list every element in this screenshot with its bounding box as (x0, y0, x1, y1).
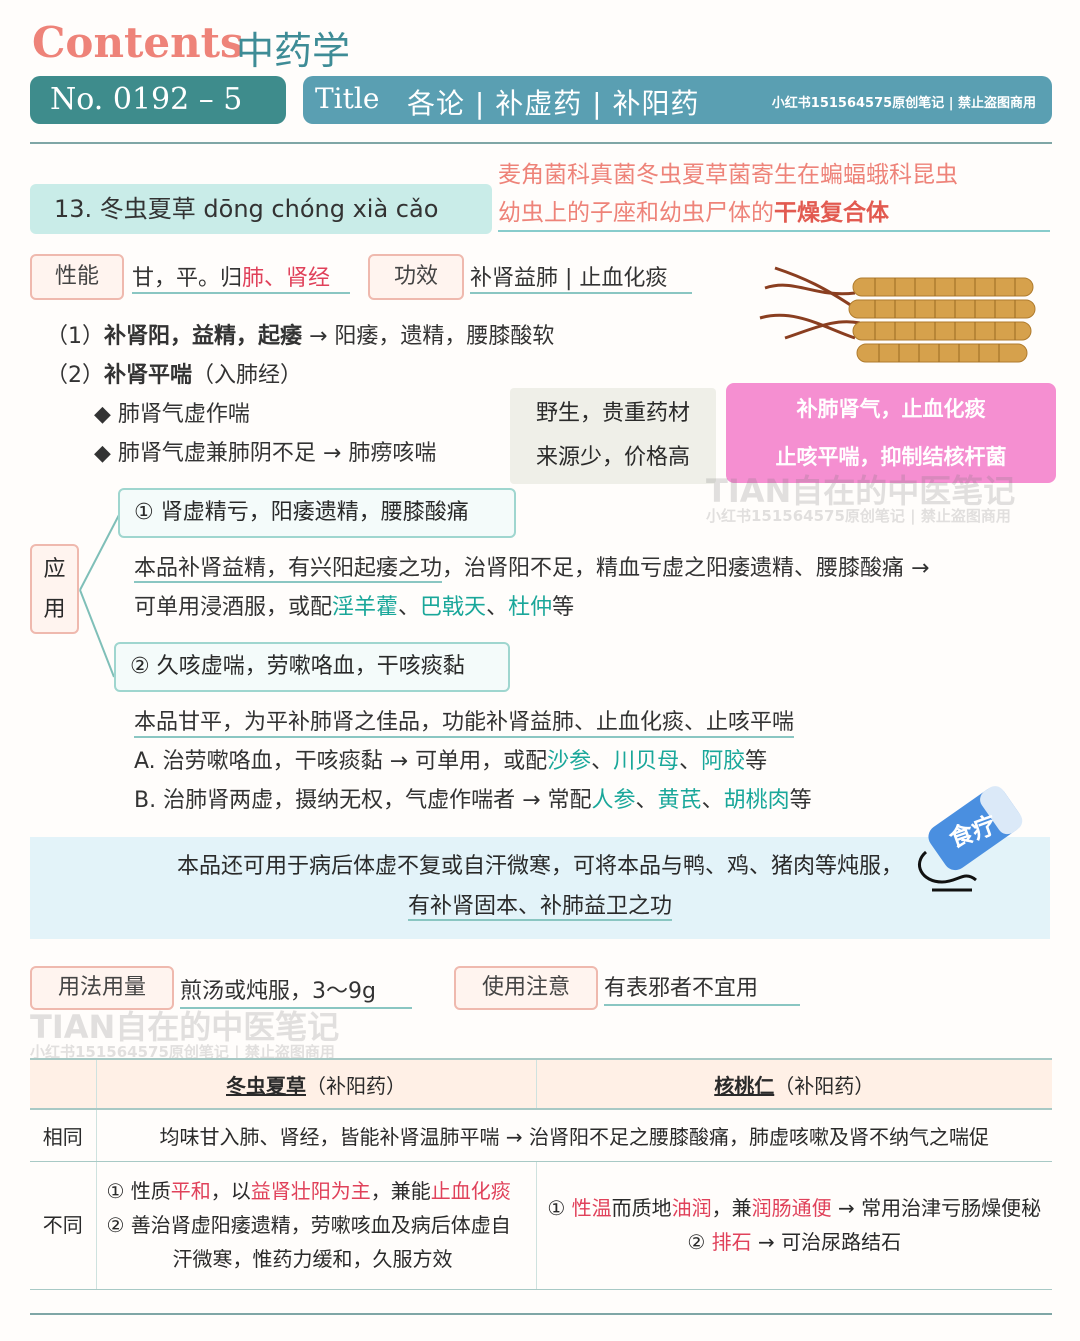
application-2-line-b: B. 治肺肾两虚，摄纳无权，气虚作喘者 → 常配人参、黄芪、胡桃肉等 (134, 788, 812, 813)
table-header-row: 冬虫夏草（补阳药） 核桃仁（补阳药） (30, 1058, 1052, 1110)
properties-label: 性能 (30, 254, 124, 300)
pharmacology-note-line-1: 补肺肾气，止血化痰 (796, 397, 986, 421)
effect-label: 功效 (368, 254, 464, 300)
footer-divider (30, 1313, 1052, 1315)
application-2-line-a: A. 治劳嗽咯血，干咳痰黏 → 可单用，或配沙参、川贝母、阿胶等 (134, 749, 768, 774)
caution-value: 有表邪者不宜用 (604, 970, 800, 1006)
action-2-bullet-1: ◆ 肺肾气虚作喘 (94, 402, 250, 427)
application-1-line-2: 可单用浸酒服，或配淫羊藿、巴戟天、杜仲等 (134, 595, 575, 620)
note-number-badge: No. 0192 – 5 (30, 76, 286, 124)
column-header-1: 冬虫夏草（补阳药） (96, 1058, 537, 1110)
pharmacology-note-box: 补肺肾气，止血化痰 止咳平喘，抑制结核杆菌 (726, 383, 1056, 483)
action-2: （2）补肾平喘（入肺经） (46, 363, 303, 388)
row-label-diff: 不同 (30, 1161, 97, 1290)
source-note-line-2: 来源少，价格高 (535, 445, 690, 470)
usage-value: 煎汤或炖服，3～9g (180, 973, 412, 1009)
effect-value: 补肾益肺 | 止血化痰 (470, 260, 692, 294)
row-label-same: 相同 (30, 1109, 97, 1162)
watermark-credit: 小红书151564575原创笔记 | 禁止盗图商用 (706, 507, 1011, 525)
diff-cordyceps: ① 性质平和，以益肾壮阳为主，兼能止血化痰 ② 善治肾虚阳痿遗精，劳嗽咳血及病后… (96, 1161, 537, 1290)
cordyceps-illustration (759, 266, 1036, 363)
diff-walnut: ① 性温而质地油润，兼润肠通便 → 常用治津亏肠燥便秘 ② 排石 → 可治尿路结… (536, 1161, 1052, 1290)
origin-line-2: 幼虫上的子座和幼虫尸体的干燥复合体 (498, 200, 889, 226)
application-1-line-1: 本品补肾益精，有兴阳起痿之功，治肾阳不足，精血亏虚之阳痿遗精、腰膝酸痛 → (134, 556, 930, 583)
usage-label: 用法用量 (30, 966, 174, 1010)
caution-label: 使用注意 (454, 966, 598, 1010)
source-note-line-1: 野生，贵重药材 (535, 401, 690, 426)
properties-value: 甘，平。归肺、肾经 (132, 260, 350, 294)
action-1: （1）补肾阳，益精，起痿 → 阳痿，遗精，腰膝酸软 (46, 324, 555, 349)
diet-therapy-box: 本品还可用于病后体虚不复或自汗微寒，可将本品与鸭、鸡、猪肉等炖服， 有补肾固本、… (30, 837, 1050, 939)
application-2-title: ② 久咳虚喘，劳嗽咯血，干咳痰黏 (114, 642, 510, 692)
pharmacology-note-line-2: 止咳平喘，抑制结核杆菌 (775, 445, 1007, 469)
diet-eraser-icon (918, 786, 1023, 892)
title-bar: Title 各论 | 补虚药 | 补阳药 小红书151564575原创笔记 | … (303, 76, 1052, 124)
application-2-line-1: 本品甘平，为平补肺肾之佳品，功能补肾益肺、止血化痰、止咳平喘 (134, 704, 795, 738)
contents-heading: Contents (32, 18, 244, 67)
diet-line-1: 本品还可用于病后体虚不复或自汗微寒，可将本品与鸭、鸡、猪肉等炖服， (176, 854, 903, 879)
watermark-credit-2: 小红书151564575原创笔记 | 禁止盗图商用 (30, 1043, 335, 1061)
comparison-table: 冬虫夏草（补阳药） 核桃仁（补阳药） 相同 均味甘入肺、肾经，皆能补肾温肺平喘 … (30, 1058, 1052, 1290)
subject-title: 中药学 (236, 29, 351, 73)
same-text: 均味甘入肺、肾经，皆能补肾温肺平喘 → 治肾阳不足之腰膝酸痛，肺虚咳嗽及肾不纳气… (96, 1109, 1052, 1162)
table-corner (30, 1058, 97, 1110)
herb-heading: 13. 冬虫夏草 dōng chóng xià cǎo (30, 184, 492, 234)
title-text: 各论 | 补虚药 | 补阳药 (407, 87, 700, 120)
origin-underline (498, 230, 1050, 232)
diet-line-2: 有补肾固本、补肺益卫之功 (407, 894, 672, 921)
watermark-title-2: TIAN自在的中医笔记 (30, 1008, 340, 1046)
application-1-title: ① 肾虚精亏，阳痿遗精，腰膝酸痛 (118, 488, 516, 538)
application-label: 应 用 (30, 544, 79, 634)
action-2-bullet-2: ◆ 肺肾气虚兼肺阴不足 → 肺痨咳喘 (94, 441, 437, 466)
table-row-diff: 不同 ① 性质平和，以益肾壮阳为主，兼能止血化痰 ② 善治肾虚阳痿遗精，劳嗽咳血… (30, 1161, 1052, 1290)
credit-text: 小红书151564575原创笔记 | 禁止盗图商用 (771, 96, 1036, 111)
source-note-box: 野生，贵重药材 来源少，价格高 (510, 388, 716, 484)
column-header-2: 核桃仁（补阳药） (536, 1058, 1052, 1110)
header-divider (30, 142, 1052, 144)
origin-line-1: 麦角菌科真菌冬虫夏草菌寄生在蝙蝠蛾科昆虫 (498, 162, 958, 188)
bracket-lines (79, 512, 121, 678)
title-word: Title (315, 82, 380, 115)
herb-origin: 麦角菌科真菌冬虫夏草菌寄生在蝙蝠蛾科昆虫 幼虫上的子座和幼虫尸体的干燥复合体 (498, 156, 958, 232)
table-row-same: 相同 均味甘入肺、肾经，皆能补肾温肺平喘 → 治肾阳不足之腰膝酸痛，肺虚咳嗽及肾… (30, 1109, 1052, 1162)
watermark-title: TIAN自在的中医笔记 (706, 472, 1016, 510)
